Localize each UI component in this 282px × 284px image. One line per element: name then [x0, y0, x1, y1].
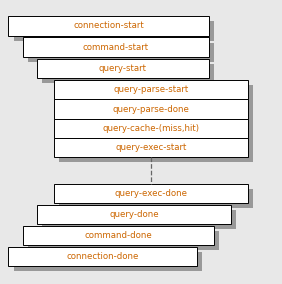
Bar [8, 247, 197, 266]
Bar [37, 205, 231, 224]
Bar [23, 37, 209, 57]
Bar [59, 105, 253, 124]
Bar [54, 184, 248, 203]
Bar [28, 43, 214, 62]
Bar [59, 189, 253, 208]
Bar [54, 138, 248, 157]
Bar [59, 143, 253, 162]
Text: query-parse-start: query-parse-start [113, 85, 188, 94]
Text: connection-done: connection-done [67, 252, 139, 261]
Text: query-exec-done: query-exec-done [114, 189, 187, 198]
Bar [37, 59, 209, 78]
Bar [54, 80, 248, 99]
Text: command-done: command-done [85, 231, 152, 240]
Text: query-start: query-start [99, 64, 147, 73]
Text: command-start: command-start [83, 43, 149, 52]
Bar [14, 21, 214, 41]
Bar [54, 119, 248, 138]
Bar [28, 231, 219, 250]
Text: query-exec-start: query-exec-start [115, 143, 187, 152]
Bar [23, 226, 214, 245]
Bar [59, 85, 253, 105]
Bar [59, 124, 253, 143]
Bar [42, 210, 236, 229]
Bar [14, 252, 202, 271]
Text: connection-start: connection-start [73, 21, 144, 30]
Bar [8, 16, 209, 36]
Text: query-done: query-done [109, 210, 159, 219]
Bar [42, 64, 214, 83]
Text: query-cache-(miss,hit): query-cache-(miss,hit) [102, 124, 199, 133]
Text: query-parse-done: query-parse-done [113, 105, 189, 114]
Bar [54, 99, 248, 119]
